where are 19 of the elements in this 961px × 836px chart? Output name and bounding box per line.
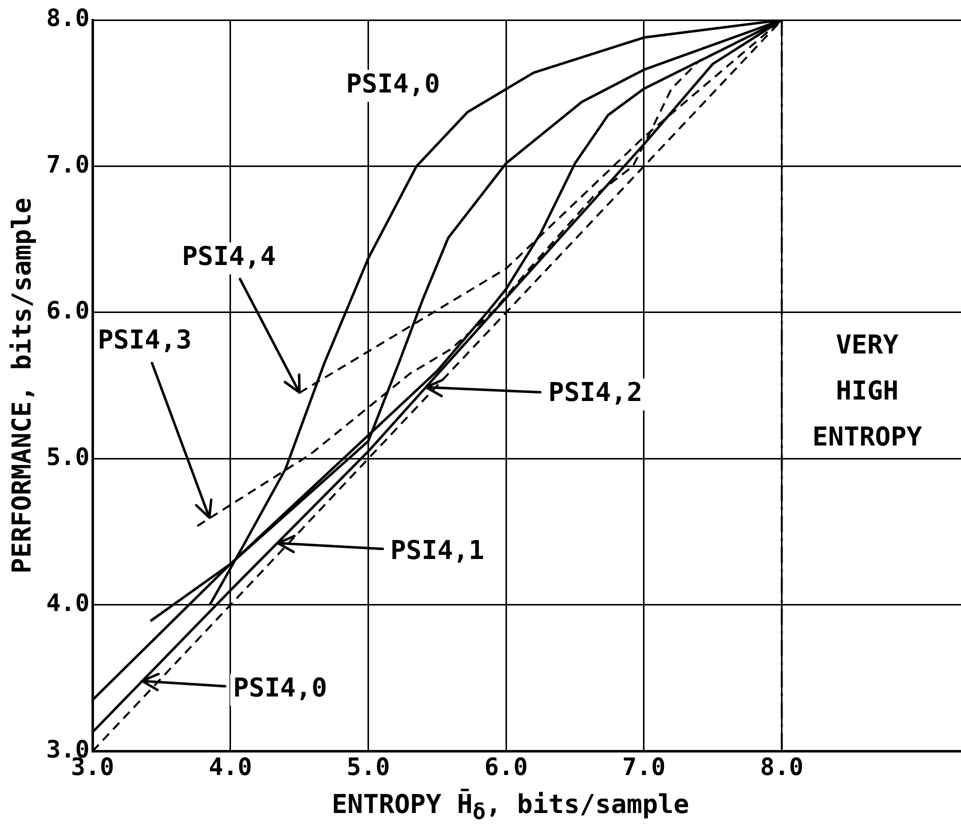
annotation: PSI4,1 [390,536,484,566]
y-tick-label: 4.0 [46,589,90,618]
y-tick-label: 5.0 [46,442,90,471]
annotation: PSI4,0 [346,70,440,100]
x-tick-label: 6.0 [484,752,528,781]
x-tick-label: 4.0 [208,752,252,781]
y-tick-label: 6.0 [46,296,90,325]
annotation: PSI4,0 [233,674,328,704]
annotation: PSI4,2 [548,378,642,408]
y-axis-title: PERFORMANCE, bits/sample [7,198,38,574]
x-tick-label: 5.0 [346,752,390,781]
y-tick-label: 8.0 [46,4,90,32]
annotation: VERY HIGH ENTROPY [812,330,922,453]
annotation: PSI4,3 [98,325,192,356]
x-tick-label: 8.0 [760,752,804,781]
annotation: PSI4,4 [182,242,276,272]
y-tick-label: 7.0 [46,150,90,178]
x-tick-label: 7.0 [622,752,666,781]
x-axis-title: ENTROPY H̄$_{δ}$, bits/sample [330,790,690,826]
